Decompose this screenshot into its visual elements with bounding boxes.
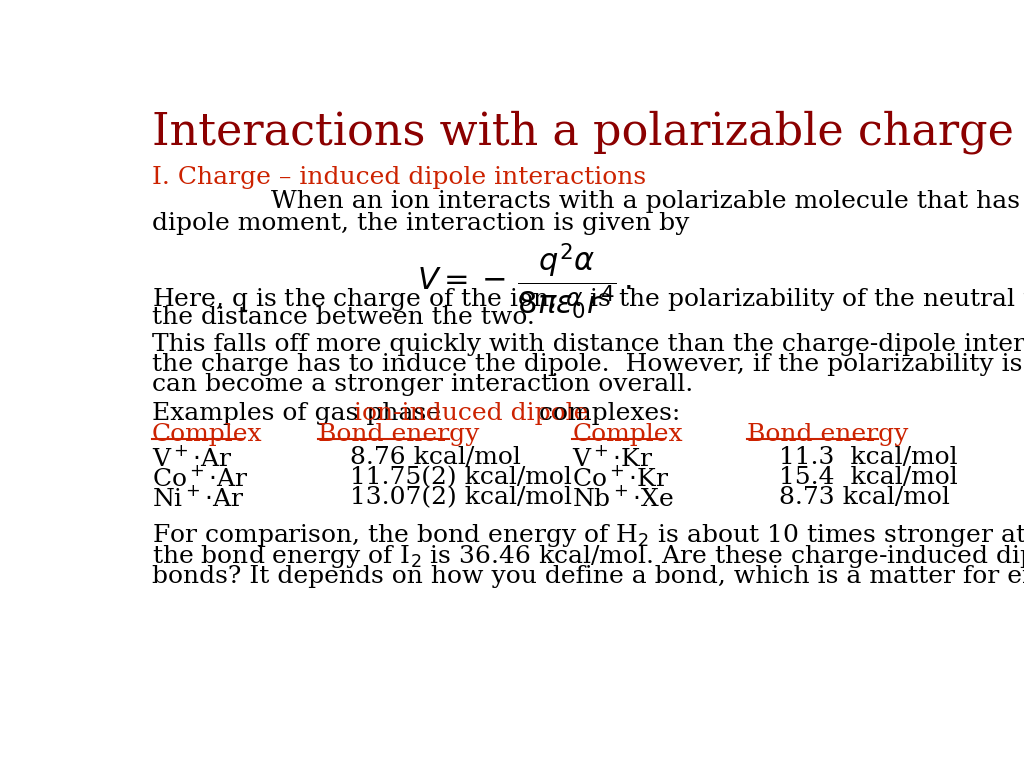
Text: Co$^+$$\cdot$Ar: Co$^+$$\cdot$Ar — [152, 466, 249, 491]
Text: Complex: Complex — [152, 422, 262, 445]
Text: When an ion interacts with a polarizable molecule that has no permanent: When an ion interacts with a polarizable… — [270, 190, 1024, 213]
Text: Nb$^+$$\cdot$Xe: Nb$^+$$\cdot$Xe — [572, 486, 674, 511]
Text: ion-induced dipole: ion-induced dipole — [354, 402, 589, 425]
Text: V$^+$$\cdot$Ar: V$^+$$\cdot$Ar — [152, 445, 232, 471]
Text: dipole moment, the interaction is given by: dipole moment, the interaction is given … — [152, 212, 689, 234]
Text: Bond energy: Bond energy — [748, 422, 908, 445]
Text: Interactions with a polarizable charge distribution: Interactions with a polarizable charge d… — [152, 110, 1024, 154]
Text: For comparison, the bond energy of H$_2$ is about 10 times stronger at 104 kcal/: For comparison, the bond energy of H$_2$… — [152, 522, 1024, 549]
Text: Ni$^+$$\cdot$Ar: Ni$^+$$\cdot$Ar — [152, 486, 244, 511]
Text: 11.75(2) kcal/mol: 11.75(2) kcal/mol — [350, 466, 572, 489]
Text: bonds? It depends on how you define a bond, which is a matter for endless debate: bonds? It depends on how you define a bo… — [152, 564, 1024, 588]
Text: can become a stronger interaction overall.: can become a stronger interaction overal… — [152, 373, 693, 396]
Text: the bond energy of I$_2$ is 36.46 kcal/mol. Are these charge-induced dipole inte: the bond energy of I$_2$ is 36.46 kcal/m… — [152, 544, 1024, 571]
Text: $V = -\,\dfrac{q^{2}\alpha}{8\pi\epsilon_{0}r^{4}}\,.$: $V = -\,\dfrac{q^{2}\alpha}{8\pi\epsilon… — [418, 241, 632, 322]
Text: V$^+$$\cdot$Kr: V$^+$$\cdot$Kr — [572, 445, 653, 471]
Text: 11.3  kcal/mol: 11.3 kcal/mol — [779, 445, 957, 468]
Text: the distance between the two.: the distance between the two. — [152, 306, 535, 329]
Text: This falls off more quickly with distance than the charge-dipole interaction, be: This falls off more quickly with distanc… — [152, 333, 1024, 356]
Text: Co$^+$$\cdot$Kr: Co$^+$$\cdot$Kr — [572, 466, 670, 491]
Text: Bond energy: Bond energy — [318, 422, 480, 445]
Text: 13.07(2) kcal/mol: 13.07(2) kcal/mol — [350, 486, 572, 509]
Text: 8.73 kcal/mol: 8.73 kcal/mol — [779, 486, 949, 509]
Text: I. Charge – induced dipole interactions: I. Charge – induced dipole interactions — [152, 166, 646, 189]
Text: 8.76 kcal/mol: 8.76 kcal/mol — [350, 445, 521, 468]
Text: complexes:: complexes: — [531, 402, 681, 425]
Text: Complex: Complex — [572, 422, 683, 445]
Text: Examples of gas phase: Examples of gas phase — [152, 402, 449, 425]
Text: the charge has to induce the dipole.  However, if the polarizability is large en: the charge has to induce the dipole. How… — [152, 353, 1024, 376]
Text: Here, q is the charge of the ion; $\alpha$ is the polarizability of the neutral : Here, q is the charge of the ion; $\alph… — [152, 286, 1024, 313]
Text: 15.4  kcal/mol: 15.4 kcal/mol — [779, 466, 957, 489]
